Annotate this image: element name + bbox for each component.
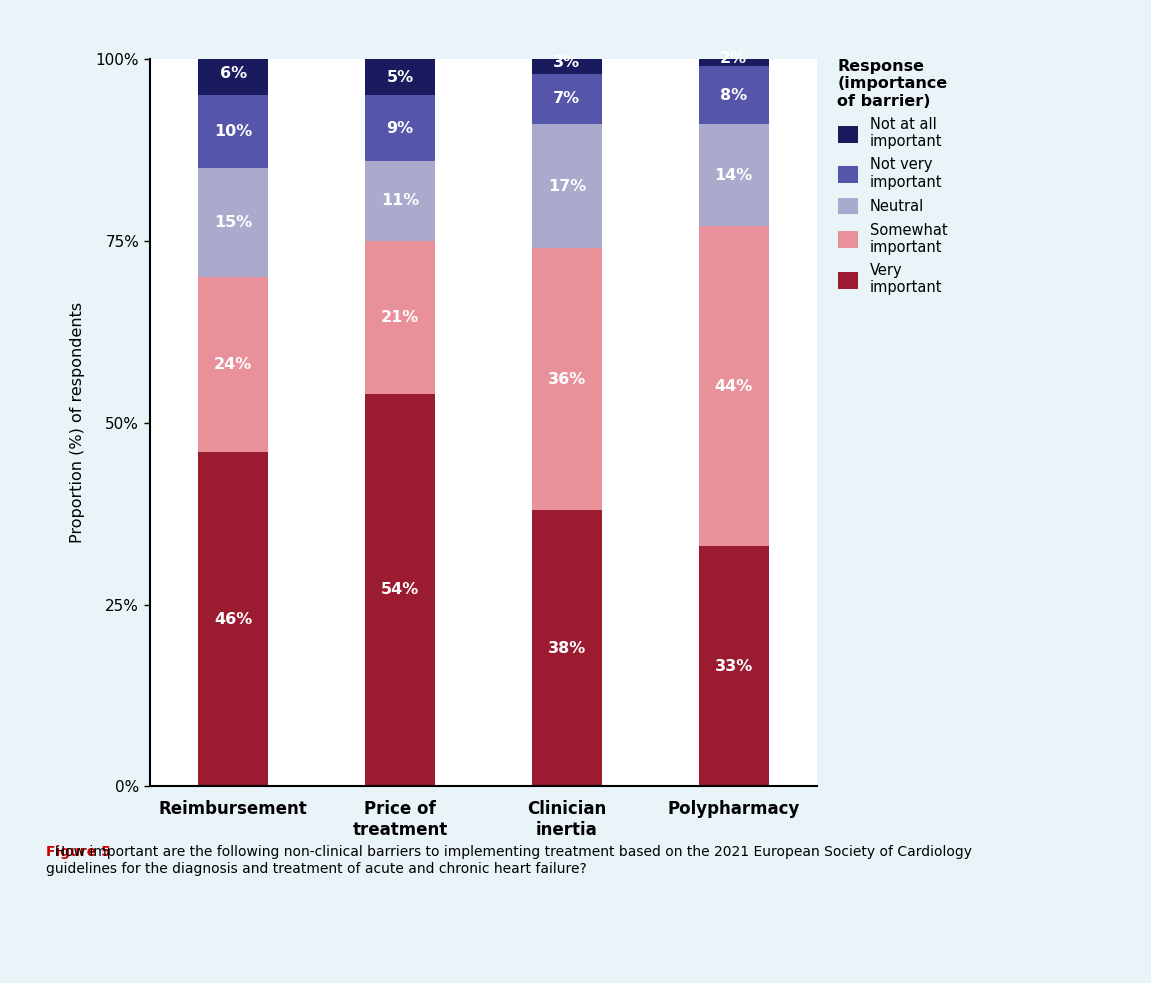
Bar [532,74,602,125]
Bar [365,161,435,241]
Text: 36%: 36% [548,372,586,386]
Bar [198,277,268,452]
Text: How important are the following non-clinical barriers to implementing treatment : How important are the following non-clin… [46,845,973,876]
Text: 10%: 10% [214,124,252,140]
Text: 17%: 17% [548,179,586,194]
Bar [532,248,602,510]
Bar [532,52,602,74]
Text: 2%: 2% [721,51,747,67]
Text: 11%: 11% [381,194,419,208]
Text: 8%: 8% [721,87,747,103]
Bar [699,547,769,786]
Text: 9%: 9% [387,121,413,136]
Bar [198,95,268,168]
Legend: Not at all
important, Not very
important, Neutral, Somewhat
important, Very
impo: Not at all important, Not very important… [837,59,947,295]
Text: 54%: 54% [381,583,419,598]
Text: 3%: 3% [554,55,580,70]
Text: 15%: 15% [214,215,252,230]
Bar [532,125,602,248]
Text: 21%: 21% [381,310,419,324]
Text: Figure 5: Figure 5 [46,845,110,859]
Text: 44%: 44% [715,378,753,394]
Text: 5%: 5% [387,70,413,85]
Bar [699,125,769,226]
Text: 7%: 7% [554,91,580,106]
Bar [198,452,268,786]
Bar [699,226,769,547]
Text: 6%: 6% [220,66,246,81]
Bar [365,59,435,95]
Bar [365,393,435,786]
Bar [365,95,435,161]
Text: 38%: 38% [548,641,586,656]
Bar [699,66,769,125]
Y-axis label: Proportion (%) of respondents: Proportion (%) of respondents [69,302,85,544]
Bar [365,241,435,393]
Text: 46%: 46% [214,611,252,626]
Text: 24%: 24% [214,357,252,372]
Bar [532,510,602,786]
Bar [198,168,268,277]
Bar [699,52,769,66]
Bar [198,52,268,95]
Text: 14%: 14% [715,168,753,183]
Text: 33%: 33% [715,659,753,674]
